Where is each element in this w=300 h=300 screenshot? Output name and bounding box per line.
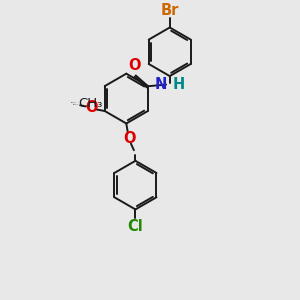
Text: O: O [128, 58, 140, 73]
Text: methoxy: methoxy [74, 104, 80, 105]
Text: CH₃: CH₃ [78, 97, 102, 110]
Text: O: O [85, 100, 97, 116]
Text: H: H [173, 77, 185, 92]
Text: Br: Br [160, 3, 179, 18]
Text: O: O [123, 130, 136, 146]
Text: Cl: Cl [128, 218, 143, 233]
Text: N: N [155, 77, 167, 92]
Text: methoxy: methoxy [71, 102, 77, 103]
